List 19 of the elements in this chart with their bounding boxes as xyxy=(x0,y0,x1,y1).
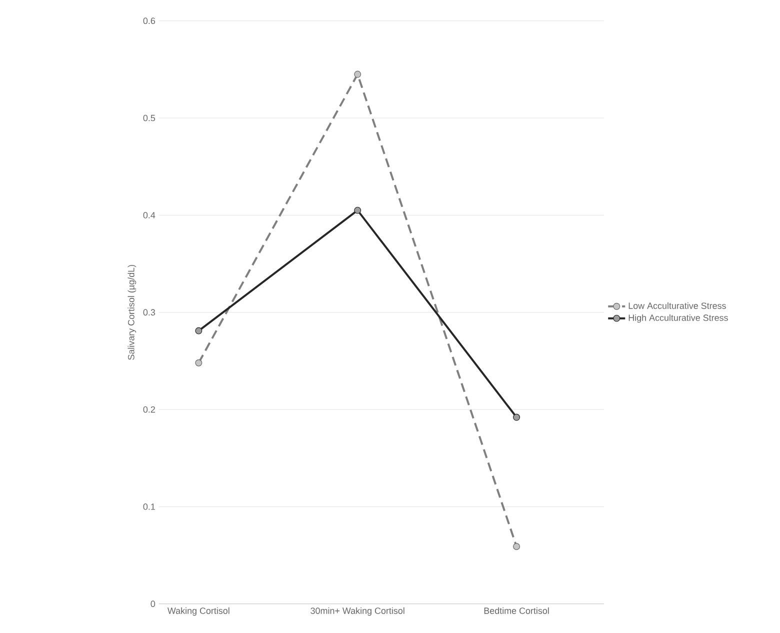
y-tick-label: 0.3 xyxy=(143,309,156,316)
point xyxy=(354,70,362,78)
legend-label: Low Acculturative Stress xyxy=(628,302,726,309)
y-tick-label: 0 xyxy=(150,600,156,608)
point xyxy=(513,414,520,421)
y-tick-label: 0.5 xyxy=(143,114,156,122)
y-tick-label: 0.2 xyxy=(143,406,155,413)
y-tick-label: 0.4 xyxy=(143,212,156,218)
y-axis-title: Salivary Cortisol (µg/dL) xyxy=(128,264,136,360)
point xyxy=(354,206,362,214)
legend-label: High Acculturative Stress xyxy=(628,314,728,323)
y-tick-label: 0.6 xyxy=(143,18,156,24)
point xyxy=(195,359,202,366)
point xyxy=(195,327,202,334)
x-tick-label: Bedtime Cortisol xyxy=(484,607,549,614)
point xyxy=(513,543,520,550)
x-tick-label: 30min+ Waking Cortisol xyxy=(310,607,404,616)
x-tick-label: Waking Cortisol xyxy=(167,607,230,616)
y-tick-label: 0.1 xyxy=(143,503,155,510)
